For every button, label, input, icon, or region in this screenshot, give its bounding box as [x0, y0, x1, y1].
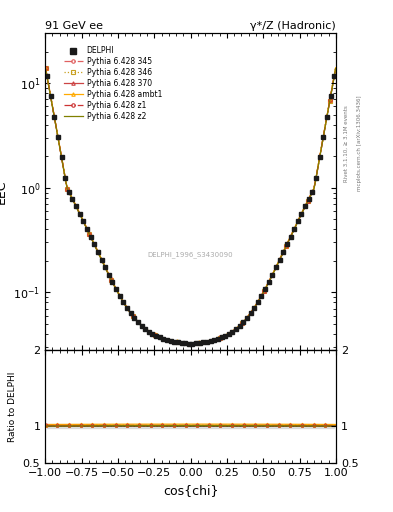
Text: γ*/Z (Hadronic): γ*/Z (Hadronic)	[250, 21, 336, 31]
Legend: DELPHI, Pythia 6.428 345, Pythia 6.428 346, Pythia 6.428 370, Pythia 6.428 ambt1: DELPHI, Pythia 6.428 345, Pythia 6.428 3…	[61, 44, 165, 124]
Y-axis label: Ratio to DELPHI: Ratio to DELPHI	[8, 372, 17, 442]
X-axis label: cos{chi}: cos{chi}	[163, 484, 219, 497]
Y-axis label: EEC: EEC	[0, 180, 8, 204]
Text: DELPHI_1996_S3430090: DELPHI_1996_S3430090	[148, 252, 233, 259]
Text: 91 GeV ee: 91 GeV ee	[45, 21, 103, 31]
Text: Rivet 3.1.10, ≥ 3.1M events: Rivet 3.1.10, ≥ 3.1M events	[344, 105, 349, 182]
Text: mcplots.cern.ch [arXiv:1306.3436]: mcplots.cern.ch [arXiv:1306.3436]	[357, 96, 362, 191]
